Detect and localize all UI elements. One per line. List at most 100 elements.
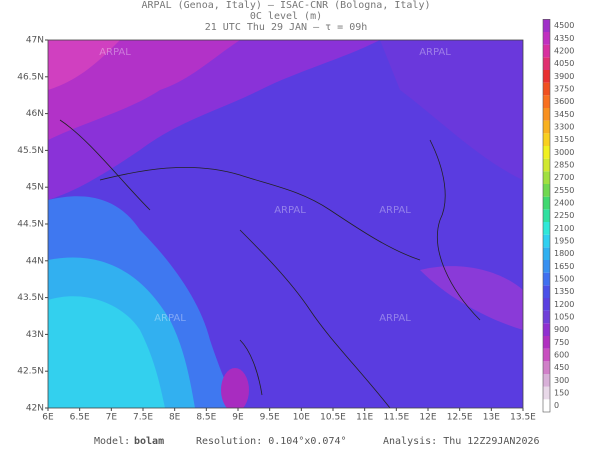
lon-label: 6.5E: [70, 413, 90, 423]
colorbar-label: 1350: [554, 287, 574, 296]
lon-label: 11.5E: [383, 413, 409, 423]
watermark: ARPAL: [379, 313, 411, 324]
lat-label: 46N: [26, 109, 44, 119]
colorbar-label: 4200: [554, 47, 574, 56]
colorbar-label: 2400: [554, 199, 574, 208]
colorbar-swatch: [543, 171, 550, 184]
colorbar-swatch: [543, 196, 550, 210]
colorbar-swatch: [543, 285, 550, 298]
lat-label: 43.5N: [17, 293, 44, 303]
header-line: 21 UTC Thu 29 JAN – τ = 09h: [205, 22, 368, 33]
watermark: ARPAL: [99, 47, 131, 58]
colorbar-label: 300: [554, 376, 569, 385]
colorbar-swatch: [543, 222, 550, 235]
lat-label: 44.5N: [17, 220, 44, 230]
colorbar-swatch: [543, 399, 550, 412]
colorbar-label: 3000: [554, 148, 574, 157]
colorbar-swatch: [543, 374, 550, 387]
colorbar-label: 4350: [554, 34, 574, 43]
colorbar-label: 600: [554, 351, 569, 360]
colorbar-swatch: [543, 146, 550, 159]
lon-label: 10.5E: [320, 413, 346, 423]
lon-label: 6E: [42, 413, 54, 423]
footer-text: Model:: [94, 436, 130, 447]
colorbar-swatch: [543, 272, 550, 286]
lat-label: 44N: [26, 256, 44, 266]
colorbar-label: 4050: [554, 59, 574, 68]
colorbar-swatch: [543, 209, 550, 222]
colorbar-swatch: [543, 260, 550, 273]
lat-label: 47N: [26, 36, 44, 46]
colorbar-label: 2700: [554, 173, 574, 182]
colorbar-swatch: [543, 361, 550, 374]
lon-label: 8.5E: [196, 413, 216, 423]
colorbar-label: 0: [554, 401, 559, 410]
header-line: ARPAL (Genoa, Italy) – ISAC-CNR (Bologna…: [142, 0, 431, 11]
colorbar-frame: [542, 19, 551, 413]
colorbar-label: 1500: [554, 275, 574, 284]
watermark: ARPAL: [154, 313, 186, 324]
lon-label: 10E: [293, 413, 310, 423]
colorbar-label: 1200: [554, 300, 574, 309]
watermark: ARPAL: [379, 205, 411, 216]
lon-label: 12.5E: [447, 413, 473, 423]
colorbar-label: 3900: [554, 72, 574, 81]
colorbar-label: 2100: [554, 224, 574, 233]
colorbar-label: 750: [554, 338, 569, 347]
colorbar-swatch: [543, 19, 550, 32]
lat-label: 45N: [26, 183, 44, 193]
colorbar-swatch: [543, 133, 550, 146]
colorbar-swatch: [543, 310, 550, 324]
colorbar-swatch: [543, 298, 550, 311]
colorbar-swatch: [543, 70, 550, 83]
footer-text: bolam: [134, 436, 164, 447]
lat-label: 46.5N: [17, 72, 44, 82]
colorbar-swatch: [543, 184, 550, 197]
colorbar-label: 900: [554, 325, 569, 334]
colorbar-label: 1800: [554, 249, 574, 258]
colorbar-swatch: [543, 82, 550, 96]
colorbar-swatch: [543, 108, 550, 121]
colorbar-label: 3300: [554, 123, 574, 132]
lat-label: 45.5N: [17, 146, 44, 156]
colorbar-swatch: [543, 247, 550, 260]
colorbar-swatch: [543, 95, 550, 108]
colorbar-swatch: [543, 120, 550, 134]
colorbar-swatch: [543, 32, 550, 45]
colorbar-swatch: [543, 323, 550, 336]
colorbar-label: 3150: [554, 135, 574, 144]
colorbar-label: 1050: [554, 313, 574, 322]
colorbar-swatch: [543, 158, 550, 172]
lon-label: 9E: [232, 413, 244, 423]
lat-label: 42N: [26, 404, 44, 414]
colorbar-label: 2850: [554, 161, 574, 170]
footer-text: Resolution: 0.104°x0.074°: [196, 436, 347, 447]
lat-label: 43N: [26, 330, 44, 340]
colorbar-swatch: [543, 234, 550, 248]
colorbar-label: 2550: [554, 186, 574, 195]
colorbar-label: 3750: [554, 85, 574, 94]
colorbar-label: 1950: [554, 237, 574, 246]
lon-label: 12E: [419, 413, 436, 423]
header-line: 0C level (m): [250, 11, 322, 22]
colorbar-swatch: [543, 348, 550, 362]
colorbar-label: 3600: [554, 97, 574, 106]
lon-label: 13E: [483, 413, 500, 423]
watermark: ARPAL: [274, 205, 306, 216]
colorbar-swatch: [543, 57, 550, 70]
watermark: ARPAL: [419, 47, 451, 58]
lon-label: 11E: [356, 413, 373, 423]
map-field: [47, 39, 524, 409]
colorbar-swatch: [543, 336, 550, 349]
colorbar-label: 3450: [554, 110, 574, 119]
lon-label: 8E: [169, 413, 181, 423]
colorbar-label: 450: [554, 363, 569, 372]
lat-label: 42.5N: [17, 367, 44, 377]
colorbar-label: 2250: [554, 211, 574, 220]
colorbar-swatch: [543, 386, 550, 400]
colorbar-label: 150: [554, 389, 569, 398]
colorbar-label: 1650: [554, 262, 574, 271]
lon-label: 7E: [106, 413, 118, 423]
colorbar-label: 4500: [554, 21, 574, 30]
